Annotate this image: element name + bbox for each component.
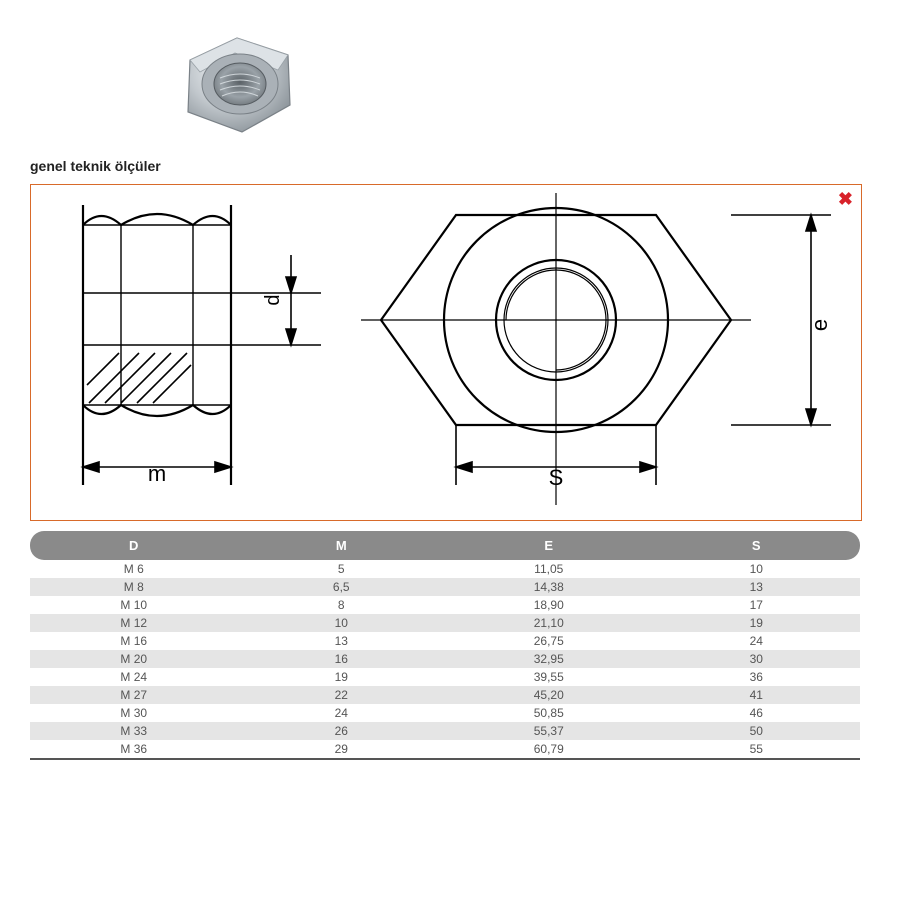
table-cell: 14,38: [445, 578, 653, 596]
table-cell: 10: [653, 560, 861, 578]
table-cell: 26,75: [445, 632, 653, 650]
table-row: M 86,514,3813: [30, 578, 860, 596]
dim-label-m: m: [148, 461, 166, 486]
table-cell: 16: [238, 650, 446, 668]
col-header: E: [445, 531, 653, 560]
table-cell: 5: [238, 560, 446, 578]
table-cell: 18,90: [445, 596, 653, 614]
table-cell: 41: [653, 686, 861, 704]
table-cell: 17: [653, 596, 861, 614]
table-cell: 10: [238, 614, 446, 632]
table-cell: M 27: [30, 686, 238, 704]
table-cell: 46: [653, 704, 861, 722]
table-row: M 161326,7524: [30, 632, 860, 650]
table-cell: M 30: [30, 704, 238, 722]
table-cell: 21,10: [445, 614, 653, 632]
table-cell: 11,05: [445, 560, 653, 578]
table-row: M 201632,9530: [30, 650, 860, 668]
table-cell: M 24: [30, 668, 238, 686]
table-cell: 24: [238, 704, 446, 722]
technical-diagram: ✖: [30, 184, 862, 521]
table-body: M 6511,0510M 86,514,3813M 10818,9017M 12…: [30, 560, 860, 759]
table-cell: 24: [653, 632, 861, 650]
table-cell: 13: [653, 578, 861, 596]
table-cell: 26: [238, 722, 446, 740]
table-row: M 6511,0510: [30, 560, 860, 578]
table-cell: M 36: [30, 740, 238, 759]
table-row: M 302450,8546: [30, 704, 860, 722]
dimensions-table: D M E S M 6511,0510M 86,514,3813M 10818,…: [30, 531, 860, 760]
dim-label-d: d: [262, 294, 284, 305]
close-icon[interactable]: ✖: [838, 189, 853, 210]
nut-photo: [160, 20, 315, 150]
table-cell: 22: [238, 686, 446, 704]
table-cell: 55: [653, 740, 861, 759]
top-area: genel teknik ölçüler: [30, 20, 870, 174]
dim-label-e: e: [807, 319, 832, 331]
table-cell: 60,79: [445, 740, 653, 759]
table-cell: 55,37: [445, 722, 653, 740]
col-header: D: [30, 531, 238, 560]
table-row: M 362960,7955: [30, 740, 860, 759]
table-cell: M 16: [30, 632, 238, 650]
table-cell: 19: [653, 614, 861, 632]
table-cell: 45,20: [445, 686, 653, 704]
table-cell: 19: [238, 668, 446, 686]
table-cell: 36: [653, 668, 861, 686]
table-row: M 10818,9017: [30, 596, 860, 614]
table-cell: 50: [653, 722, 861, 740]
table-cell: 13: [238, 632, 446, 650]
col-header: S: [653, 531, 861, 560]
table-cell: 29: [238, 740, 446, 759]
table-header: D M E S: [30, 531, 860, 560]
table-row: M 272245,2041: [30, 686, 860, 704]
table-cell: 50,85: [445, 704, 653, 722]
col-header: M: [238, 531, 446, 560]
table-cell: 30: [653, 650, 861, 668]
table-cell: 32,95: [445, 650, 653, 668]
table-cell: M 8: [30, 578, 238, 596]
table-cell: M 6: [30, 560, 238, 578]
table-row: M 241939,5536: [30, 668, 860, 686]
table-cell: 39,55: [445, 668, 653, 686]
caption: genel teknik ölçüler: [30, 158, 870, 174]
table-row: M 332655,3750: [30, 722, 860, 740]
dim-label-s: S: [549, 465, 564, 490]
table-row: M 121021,1019: [30, 614, 860, 632]
table-cell: M 10: [30, 596, 238, 614]
table-cell: 6,5: [238, 578, 446, 596]
table-cell: M 20: [30, 650, 238, 668]
table-cell: M 33: [30, 722, 238, 740]
table-cell: M 12: [30, 614, 238, 632]
table-cell: 8: [238, 596, 446, 614]
